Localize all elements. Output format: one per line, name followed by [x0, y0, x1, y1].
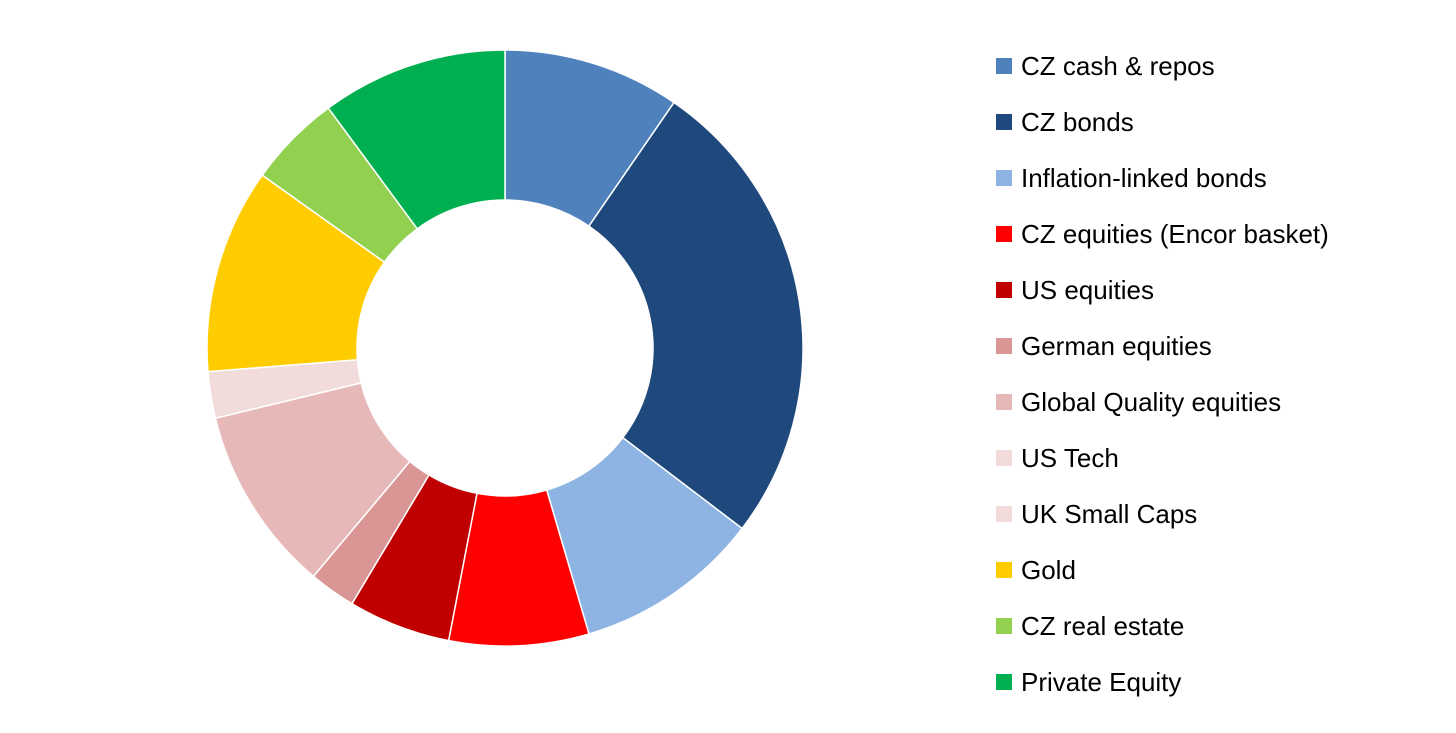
donut-chart-svg	[206, 49, 804, 647]
legend-item-cz-equities-encor-basket: CZ equities (Encor basket)	[996, 206, 1436, 262]
legend-label: Gold	[1021, 554, 1076, 585]
legend-swatch	[996, 562, 1012, 578]
legend-swatch	[996, 674, 1012, 690]
legend-label: Inflation-linked bonds	[1021, 162, 1267, 193]
legend-label: UK Small Caps	[1021, 498, 1198, 529]
legend-swatch	[996, 338, 1012, 354]
legend-label: Private Equity	[1021, 666, 1182, 697]
legend-item-cz-real-estate: CZ real estate	[996, 598, 1436, 654]
legend-swatch	[996, 58, 1012, 74]
legend-label: CZ equities (Encor basket)	[1021, 218, 1329, 249]
legend-swatch	[996, 450, 1012, 466]
legend-label: US equities	[1021, 274, 1154, 305]
legend-label: German equities	[1021, 330, 1212, 361]
legend-swatch	[996, 282, 1012, 298]
legend-swatch	[996, 114, 1012, 130]
legend-swatch	[996, 170, 1012, 186]
legend-item-inflation-linked-bonds: Inflation-linked bonds	[996, 150, 1436, 206]
slice-private-equity	[327, 49, 506, 230]
legend-swatch	[996, 618, 1012, 634]
legend-item-cz-bonds: CZ bonds	[996, 94, 1436, 150]
legend-item-cz-cash-repos: CZ cash & repos	[996, 38, 1436, 94]
donut-chart	[206, 49, 804, 647]
legend-item-us-equities: US equities	[996, 262, 1436, 318]
legend-item-global-quality-equities: Global Quality equities	[996, 374, 1436, 430]
legend-label: CZ cash & repos	[1021, 50, 1215, 81]
legend-label: US Tech	[1021, 442, 1119, 473]
chart-legend: CZ cash & repos CZ bonds Inflation-linked …	[996, 38, 1436, 710]
legend-swatch	[996, 226, 1012, 242]
legend-item-uk-small-caps: UK Small Caps	[996, 486, 1436, 542]
legend-swatch	[996, 506, 1012, 522]
legend-item-german-equities: German equities	[996, 318, 1436, 374]
legend-item-us-tech: US Tech	[996, 430, 1436, 486]
legend-item-gold: Gold	[996, 542, 1436, 598]
legend-label: Global Quality equities	[1021, 386, 1282, 417]
slice-cz-bonds	[587, 101, 804, 530]
legend-label: CZ real estate	[1021, 610, 1185, 641]
legend-swatch	[996, 394, 1012, 410]
legend-label: CZ bonds	[1021, 106, 1134, 137]
legend-item-private-equity: Private Equity	[996, 654, 1436, 710]
